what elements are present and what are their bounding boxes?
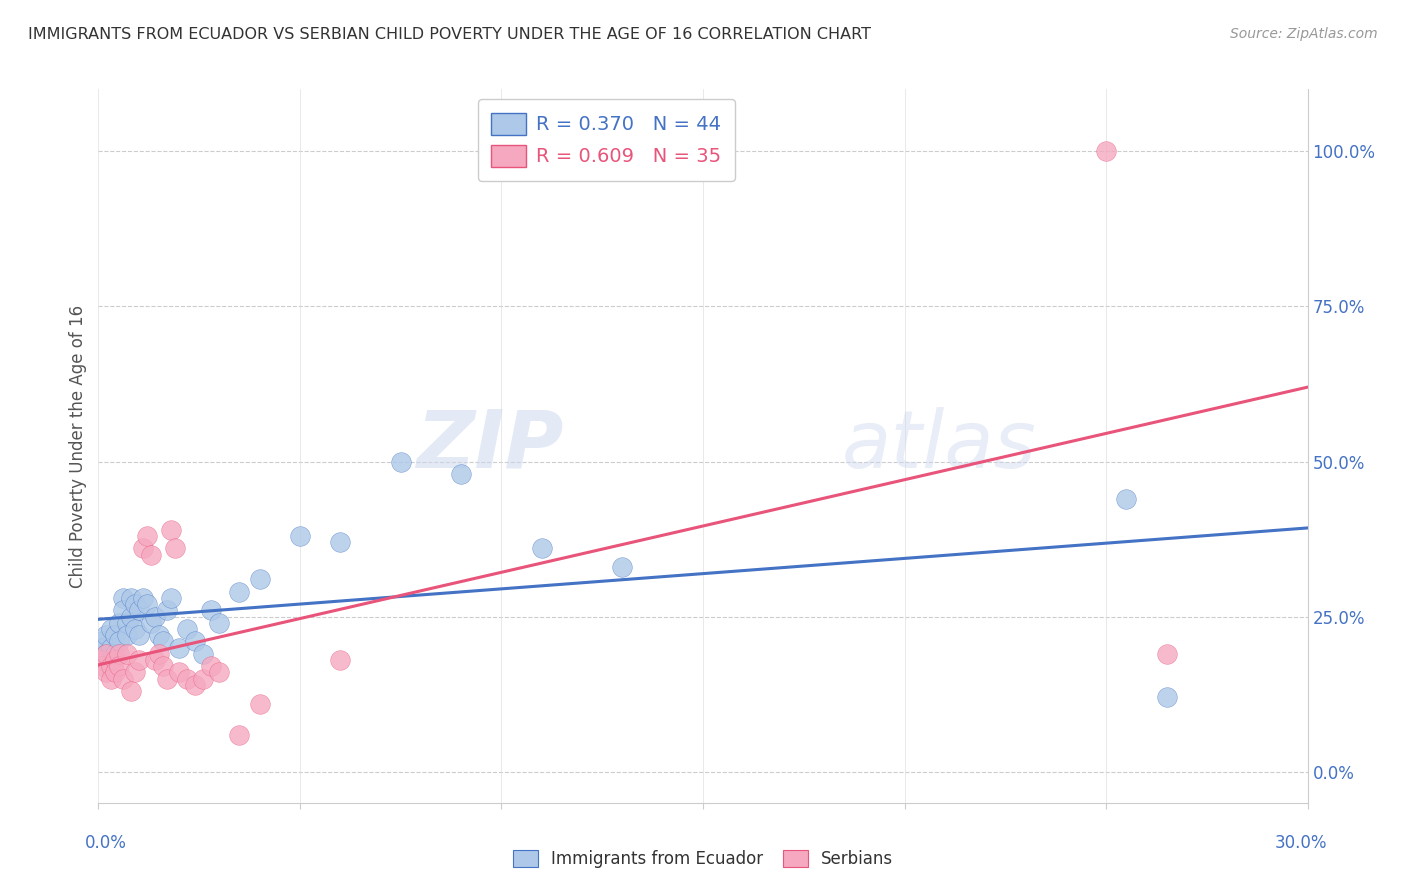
- Point: [103, 665, 125, 680]
- Point: [107, 615, 129, 630]
- Point: [530, 541, 553, 556]
- Point: [156, 603, 179, 617]
- Text: atlas: atlas: [842, 407, 1036, 485]
- Point: [143, 609, 166, 624]
- Point: [152, 659, 174, 673]
- Point: [115, 647, 138, 661]
- Point: [167, 640, 190, 655]
- Point: [389, 454, 412, 468]
- Point: [167, 665, 190, 680]
- Point: [135, 597, 157, 611]
- Point: [200, 603, 222, 617]
- Point: [1156, 647, 1178, 661]
- Point: [176, 672, 198, 686]
- Point: [96, 647, 118, 661]
- Point: [139, 548, 162, 562]
- Point: [128, 603, 150, 617]
- Point: [193, 672, 215, 686]
- Point: [612, 560, 634, 574]
- Point: [124, 597, 146, 611]
- Point: [1095, 145, 1118, 159]
- Point: [91, 653, 114, 667]
- Point: [184, 634, 207, 648]
- Point: [139, 615, 162, 630]
- Point: [156, 672, 179, 686]
- Point: [120, 684, 142, 698]
- Point: [111, 603, 134, 617]
- Point: [160, 591, 183, 605]
- Point: [120, 591, 142, 605]
- Point: [193, 647, 215, 661]
- Point: [200, 659, 222, 673]
- Point: [184, 678, 207, 692]
- Point: [249, 697, 271, 711]
- Point: [91, 640, 114, 655]
- Point: [128, 628, 150, 642]
- Text: ZIP: ZIP: [416, 407, 564, 485]
- Point: [143, 653, 166, 667]
- Point: [96, 647, 118, 661]
- Point: [100, 672, 122, 686]
- Point: [124, 622, 146, 636]
- Point: [103, 653, 125, 667]
- Point: [107, 659, 129, 673]
- Point: [132, 591, 155, 605]
- Point: [103, 647, 125, 661]
- Point: [160, 523, 183, 537]
- Point: [103, 628, 125, 642]
- Point: [329, 535, 352, 549]
- Point: [135, 529, 157, 543]
- Point: [288, 529, 311, 543]
- Point: [176, 622, 198, 636]
- Point: [148, 647, 170, 661]
- Point: [228, 727, 250, 741]
- Legend: Immigrants from Ecuador, Serbians: Immigrants from Ecuador, Serbians: [506, 843, 900, 875]
- Point: [1156, 690, 1178, 705]
- Point: [208, 665, 231, 680]
- Point: [115, 628, 138, 642]
- Point: [124, 665, 146, 680]
- Point: [329, 653, 352, 667]
- Point: [96, 628, 118, 642]
- Point: [228, 584, 250, 599]
- Point: [120, 609, 142, 624]
- Point: [111, 591, 134, 605]
- Point: [115, 615, 138, 630]
- Point: [96, 665, 118, 680]
- Y-axis label: Child Poverty Under the Age of 16: Child Poverty Under the Age of 16: [69, 304, 87, 588]
- Point: [148, 628, 170, 642]
- Point: [208, 615, 231, 630]
- Point: [152, 634, 174, 648]
- Point: [450, 467, 472, 481]
- Text: Source: ZipAtlas.com: Source: ZipAtlas.com: [1230, 27, 1378, 41]
- Point: [111, 672, 134, 686]
- Point: [163, 541, 186, 556]
- Point: [249, 573, 271, 587]
- Point: [1115, 491, 1137, 506]
- Point: [91, 634, 114, 648]
- Point: [107, 634, 129, 648]
- Point: [100, 640, 122, 655]
- Point: [91, 659, 114, 673]
- Text: IMMIGRANTS FROM ECUADOR VS SERBIAN CHILD POVERTY UNDER THE AGE OF 16 CORRELATION: IMMIGRANTS FROM ECUADOR VS SERBIAN CHILD…: [28, 27, 872, 42]
- Point: [128, 653, 150, 667]
- Point: [107, 647, 129, 661]
- Point: [132, 541, 155, 556]
- Text: 30.0%: 30.0%: [1274, 834, 1327, 852]
- Point: [100, 659, 122, 673]
- Legend: R = 0.370   N = 44, R = 0.609   N = 35: R = 0.370 N = 44, R = 0.609 N = 35: [478, 99, 735, 181]
- Point: [100, 622, 122, 636]
- Text: 0.0%: 0.0%: [84, 834, 127, 852]
